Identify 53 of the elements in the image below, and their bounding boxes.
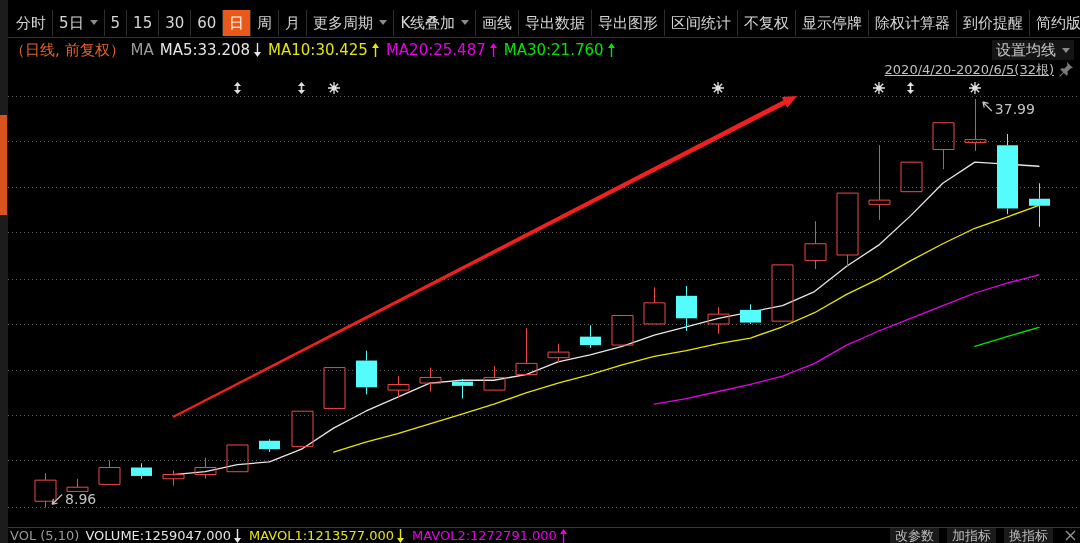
legend-label: MA20:25.487 xyxy=(385,41,486,59)
candlestick xyxy=(836,192,859,267)
toolbar-button[interactable]: 不复权 xyxy=(738,9,797,36)
candlestick xyxy=(162,469,185,487)
toolbar-button[interactable]: 周 xyxy=(251,9,280,36)
toolbar-button[interactable]: 除权计算器 xyxy=(869,9,958,36)
candlestick xyxy=(194,457,217,480)
selected-tab[interactable]: 日 xyxy=(223,9,252,36)
toolbar-button[interactable]: 显示停牌 xyxy=(796,9,870,36)
toolbar-button[interactable]: K线叠加 xyxy=(394,9,477,36)
candlestick xyxy=(1029,182,1050,228)
toolbar-button[interactable]: 画线 xyxy=(476,9,520,36)
toolbar-button[interactable]: 分时 xyxy=(10,9,53,36)
annotation: VOL (5,10) xyxy=(10,528,80,543)
toolbar-button[interactable]: 导出数据 xyxy=(519,9,593,36)
candlestick xyxy=(868,144,891,221)
chart-title: （日线, 前复权） xyxy=(10,40,125,60)
legend-label: MA10:30.425 xyxy=(268,41,368,59)
toolbar-button[interactable]: 5 xyxy=(104,9,128,36)
candlestick xyxy=(452,378,473,400)
toolbar-button[interactable]: 到价提醒 xyxy=(957,9,1031,36)
candlestick xyxy=(66,478,89,492)
candlestick xyxy=(419,367,442,393)
chart-subtitle: 2020/4/20-2020/6/5(32根) xyxy=(884,61,1054,79)
button[interactable]: 加指标 xyxy=(947,528,996,543)
toolbar-button[interactable]: 月 xyxy=(279,9,308,36)
annotation: 8.96 xyxy=(65,491,97,508)
legend-label: MA30:21.760 xyxy=(503,41,604,59)
candlestick xyxy=(740,303,761,323)
candlestick xyxy=(676,285,697,332)
legend-label: MA5:33.208 xyxy=(159,41,251,59)
legend-title: MA xyxy=(130,41,154,59)
toolbar-button[interactable]: 区间统计 xyxy=(665,9,739,36)
annotation: MAVOL1:1213577.000 xyxy=(249,528,394,543)
button[interactable]: 换指标 xyxy=(1004,528,1053,543)
candlestick xyxy=(259,440,280,453)
toolbar-button[interactable]: 15 xyxy=(127,9,160,36)
annotation: 37.99 xyxy=(994,100,1035,117)
button[interactable]: 改参数 xyxy=(890,528,939,543)
candlestick xyxy=(131,462,152,480)
toolbar-button[interactable]: 5日 xyxy=(53,9,105,36)
candlestick xyxy=(515,327,538,376)
toolbar-button[interactable]: 30 xyxy=(159,9,192,36)
candlestick xyxy=(997,133,1018,215)
candlestick xyxy=(387,375,410,398)
toolbar-button[interactable]: 简约版 xyxy=(1030,9,1080,36)
annotation: VOLUME:1259047.000 xyxy=(85,528,232,543)
toolbar-button[interactable]: 更多周期 xyxy=(307,9,395,36)
candlestick xyxy=(356,350,377,395)
toolbar-button[interactable]: 导出图形 xyxy=(592,9,666,36)
annotation: MAVOL2:1272791.000 xyxy=(411,528,557,543)
candlestick xyxy=(580,324,601,349)
button[interactable]: 设置均线 xyxy=(992,40,1074,60)
